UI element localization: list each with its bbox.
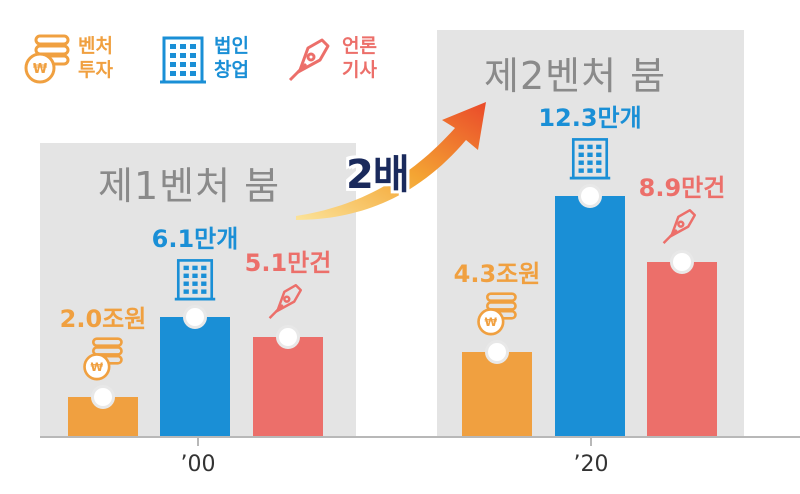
value-label: 6.1만개 <box>151 225 239 254</box>
pen-nib-icon <box>266 277 306 327</box>
growth-label: 2배 <box>346 152 410 198</box>
bar-marker-dot <box>578 184 602 209</box>
svg-text:₩: ₩ <box>33 62 48 77</box>
building-icon <box>160 36 206 84</box>
pen-nib-icon <box>660 202 700 252</box>
bar-marker-dot <box>670 250 694 275</box>
value-label: 2.0조원 <box>59 305 147 333</box>
legend-label-startup-1: 법인 <box>214 35 249 57</box>
x-tick-00 <box>197 438 199 446</box>
value-label: 8.9만건 <box>638 174 726 203</box>
legend-item-press: 언론 기사 <box>286 30 377 86</box>
legend-label-startup-2: 창업 <box>214 59 249 81</box>
legend-label-venture-1: 벤처 <box>78 35 113 57</box>
bar-marker-dot <box>91 385 115 409</box>
coin-stack-icon: ₩ <box>24 34 70 84</box>
value-label: 12.3만개 <box>538 104 642 133</box>
bar-marker-dot <box>183 305 207 330</box>
bar-1-2 <box>462 352 532 436</box>
pen-nib-icon <box>288 38 330 82</box>
value-label: 5.1만건 <box>244 248 332 277</box>
bar-2-2 <box>555 196 625 436</box>
era1-title: 제1벤처 붐 <box>98 164 281 208</box>
building-icon <box>568 132 612 186</box>
building-icon <box>173 253 217 307</box>
svg-text:₩: ₩ <box>91 360 104 374</box>
legend-label-press-2: 기사 <box>342 59 377 81</box>
bar-3-2 <box>647 262 717 436</box>
bar-marker-dot <box>276 324 300 349</box>
x-tick-20 <box>590 438 592 446</box>
growth-arrow <box>296 102 486 220</box>
coin-stack-icon: ₩ <box>475 288 519 342</box>
legend-label-press-1: 언론 <box>342 35 377 57</box>
coin-stack-icon: ₩ <box>81 333 125 387</box>
x-label-20: ’20 <box>573 452 609 477</box>
bar-3-1 <box>253 336 323 436</box>
x-axis <box>40 436 800 438</box>
svg-text:₩: ₩ <box>485 315 498 329</box>
legend-item-startup: 법인 창업 <box>158 30 249 86</box>
era2-title: 제2벤처 붐 <box>484 54 667 98</box>
legend-label-venture-2: 투자 <box>78 59 113 81</box>
value-label: 4.3조원 <box>453 260 541 289</box>
bar-marker-dot <box>485 340 509 365</box>
bar-2-1 <box>160 317 230 436</box>
legend-item-venture: ₩ 벤처 투자 <box>22 30 113 86</box>
x-label-00: ’00 <box>180 452 216 477</box>
